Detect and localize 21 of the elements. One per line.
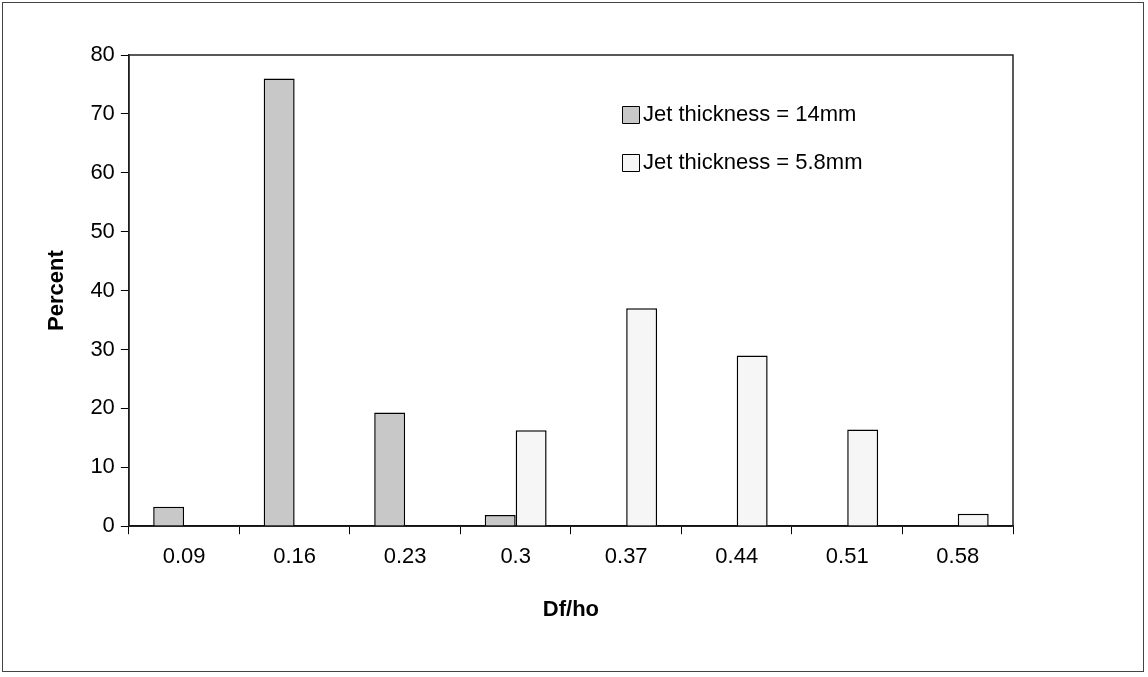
y-tick-label: 10 bbox=[90, 453, 115, 479]
x-tick-label: 0.51 bbox=[825, 543, 869, 569]
y-tick-label: 20 bbox=[90, 394, 115, 420]
x-tick-label: 0.37 bbox=[604, 543, 648, 569]
y-tick-label: 70 bbox=[90, 99, 115, 125]
y-tick-label: 40 bbox=[90, 276, 115, 302]
x-tick-label: 0.16 bbox=[273, 543, 317, 569]
x-tick-label: 0.09 bbox=[162, 543, 206, 569]
y-axis-title: Percent bbox=[43, 249, 69, 331]
y-tick-label: 0 bbox=[102, 512, 115, 538]
x-tick-label: 0.3 bbox=[500, 543, 531, 569]
y-tick-label: 60 bbox=[90, 158, 115, 184]
x-tick-label: 0.58 bbox=[936, 543, 980, 569]
y-tick-label: 30 bbox=[90, 335, 115, 361]
x-tick-label: 0.44 bbox=[715, 543, 759, 569]
legend-label: Jet thickness = 5.8mm bbox=[643, 149, 863, 175]
x-axis-title: Df/ho bbox=[542, 595, 600, 621]
y-tick-label: 80 bbox=[90, 41, 115, 67]
legend-label: Jet thickness = 14mm bbox=[643, 101, 857, 127]
y-tick-label: 50 bbox=[90, 217, 115, 243]
x-tick-label: 0.23 bbox=[383, 543, 427, 569]
